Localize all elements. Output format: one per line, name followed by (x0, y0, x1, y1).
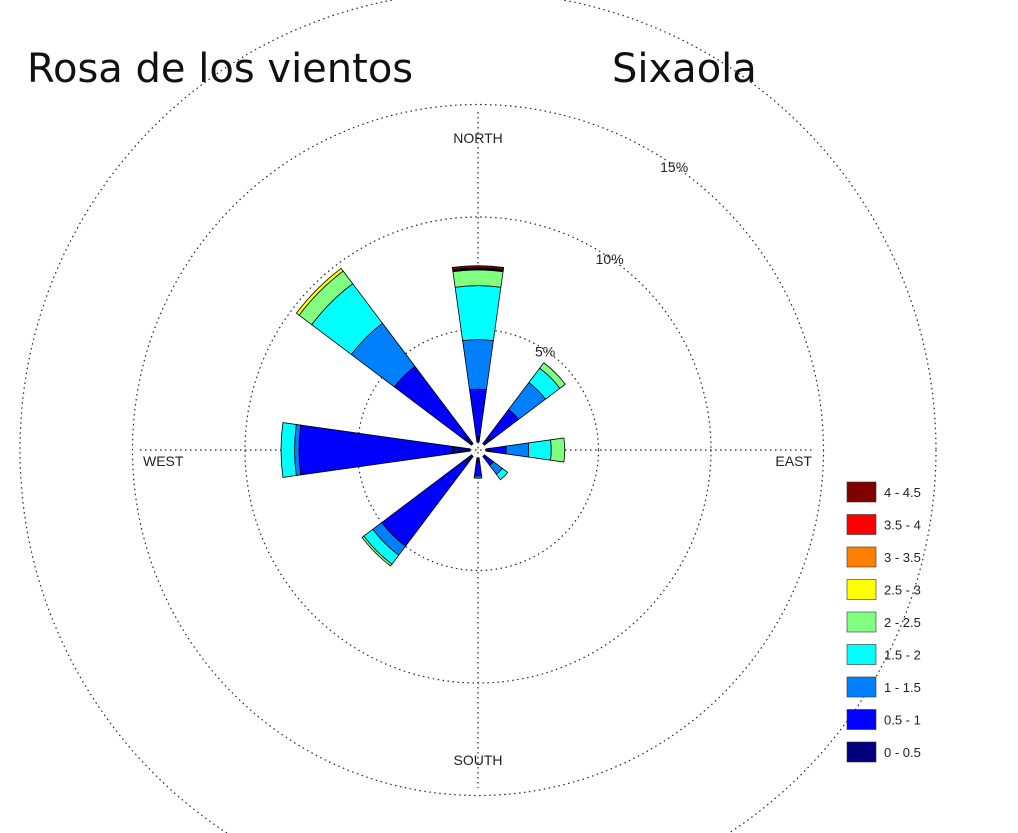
legend-swatch (846, 611, 877, 633)
north-label: NORTH (453, 130, 503, 146)
petal-45-bin-4 (539, 362, 566, 389)
legend: 4 - 4.5 3.5 - 4 3 - 3.5 2.5 - 3 2 - 2.5 1.5 -… (846, 481, 921, 763)
petal-0-bin-2 (462, 339, 494, 391)
legend-swatch (846, 481, 877, 503)
legend-swatch (846, 546, 877, 568)
legend-label: 2 - 2.5 (884, 615, 921, 630)
ring-label-10: 10% (596, 251, 624, 267)
petal-180-bin-1 (473, 461, 483, 477)
petal-90-bin-3 (527, 439, 552, 461)
petal-270-bin-0 (451, 445, 471, 455)
petal-0-bin-0 (475, 435, 481, 443)
legend-label: 3.5 - 4 (884, 518, 921, 533)
petal-315-bin-5 (295, 267, 344, 316)
ring-20 (19, 0, 937, 833)
chart-subtitle: Sixaola (612, 46, 757, 92)
legend-label: 0 - 0.5 (884, 745, 921, 760)
ring-15 (131, 103, 825, 797)
legend-label: 1.5 - 2 (884, 648, 921, 663)
west-label: WEST (143, 453, 184, 469)
petal-225-bin-1 (381, 459, 469, 547)
legend-label: 1 - 1.5 (884, 680, 921, 695)
petal-0-bin-8 (451, 265, 505, 271)
petal-90-bin-0 (485, 447, 491, 453)
legend-swatch (846, 644, 877, 665)
legend-swatch (846, 676, 877, 698)
east-label: EAST (775, 453, 812, 469)
legend-swatch (846, 709, 877, 730)
petal-180-bin-2 (473, 475, 483, 479)
petal-0-bin-4 (452, 269, 504, 288)
legend-swatch (846, 579, 877, 600)
legend-label: 0.5 - 1 (884, 713, 921, 728)
petal-135-bin-3 (495, 467, 509, 481)
legend-label: 2.5 - 3 (884, 583, 921, 598)
petal-90-bin-1 (489, 445, 507, 455)
petal-0-bin-1 (469, 388, 487, 437)
legend-label: 3 - 3.5 (884, 550, 921, 565)
petal-315-bin-1 (393, 365, 469, 441)
ring-label-15: 15% (660, 159, 688, 175)
chart-title: Rosa de los vientos (27, 46, 414, 92)
petal-270-bin-3 (280, 422, 297, 478)
legend-swatch (846, 741, 877, 763)
ring-label-group: 5% 10% 15% (535, 159, 688, 359)
petal-90-bin-2 (505, 442, 530, 458)
south-label: SOUTH (454, 752, 503, 768)
legend-label: 4 - 4.5 (884, 485, 921, 500)
ring-5 (356, 328, 600, 572)
petal-225-bin-4 (361, 535, 393, 567)
petal-180-bin-0 (475, 457, 481, 463)
petal-0-bin-3 (454, 285, 502, 342)
ring-label-5: 5% (535, 343, 555, 359)
petal-90-bin-4 (550, 437, 566, 463)
petal-group (280, 265, 566, 567)
axis-group (140, 112, 815, 788)
petal-270-bin-1 (298, 424, 453, 476)
legend-swatch (846, 514, 877, 535)
